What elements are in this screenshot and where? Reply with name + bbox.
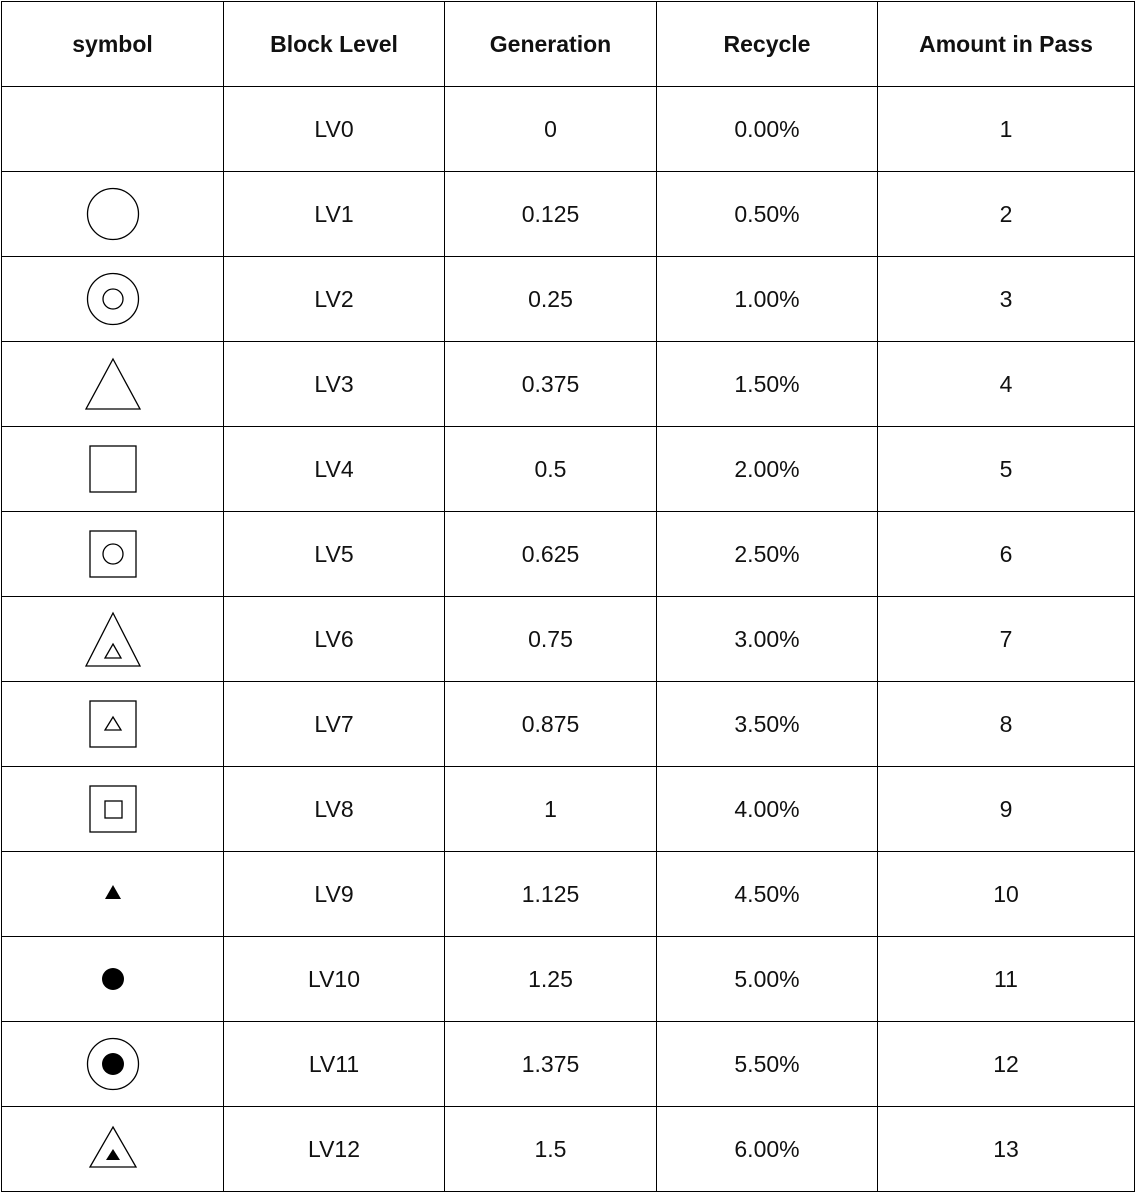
generation-cell: 1.25 (444, 936, 657, 1022)
amount-in-pass-cell: 1 (877, 86, 1135, 172)
header-row: symbol Block Level Generation Recycle Am… (1, 1, 1135, 87)
block-level-cell: LV12 (223, 1106, 445, 1192)
amount-in-pass-cell: 3 (877, 256, 1135, 342)
generation-cell: 0.75 (444, 596, 657, 682)
generation-cell: 0.5 (444, 426, 657, 512)
recycle-cell: 4.50% (656, 851, 878, 937)
amount-in-pass-cell: 11 (877, 936, 1135, 1022)
block-level-cell: LV2 (223, 256, 445, 342)
block-level-cell: LV9 (223, 851, 445, 937)
generation-cell: 0.375 (444, 341, 657, 427)
table-row: LV0 0 0.00% 1 (1, 86, 1135, 172)
block-level-cell: LV11 (223, 1021, 445, 1107)
generation-cell: 1.125 (444, 851, 657, 937)
amount-in-pass-cell: 4 (877, 341, 1135, 427)
symbol-cell (1, 86, 224, 172)
circle-icon (86, 187, 139, 241)
amount-in-pass-cell: 5 (877, 426, 1135, 512)
filled-circle-in-circle-icon (86, 1037, 139, 1091)
table-row: LV12 1.5 6.00% 13 (1, 1106, 1135, 1192)
circle-in-square-icon (88, 530, 137, 578)
recycle-cell: 4.00% (656, 766, 878, 852)
recycle-cell: 3.50% (656, 681, 878, 767)
recycle-cell: 2.00% (656, 426, 878, 512)
recycle-cell: 5.50% (656, 1021, 878, 1107)
triangle-icon (84, 357, 141, 410)
recycle-cell: 5.00% (656, 936, 878, 1022)
header-block-level: Block Level (223, 1, 445, 87)
table-row: LV4 0.5 2.00% 5 (1, 426, 1135, 512)
block-level-cell: LV10 (223, 936, 445, 1022)
table-row: LV2 0.25 1.00% 3 (1, 256, 1135, 342)
generation-cell: 0.875 (444, 681, 657, 767)
table-row: LV1 0.125 0.50% 2 (1, 171, 1135, 257)
block-level-cell: LV5 (223, 511, 445, 597)
triangle-in-square-icon (88, 700, 137, 748)
table-row: LV5 0.625 2.50% 6 (1, 511, 1135, 597)
recycle-cell: 3.00% (656, 596, 878, 682)
header-generation: Generation (444, 1, 657, 87)
symbol-cell (1, 511, 224, 597)
recycle-cell: 1.50% (656, 341, 878, 427)
block-level-cell: LV6 (223, 596, 445, 682)
block-level-cell: LV3 (223, 341, 445, 427)
symbol-cell (1, 936, 224, 1022)
recycle-cell: 1.00% (656, 256, 878, 342)
recycle-cell: 0.00% (656, 86, 878, 172)
amount-in-pass-cell: 6 (877, 511, 1135, 597)
amount-in-pass-cell: 10 (877, 851, 1135, 937)
generation-cell: 0.625 (444, 511, 657, 597)
square-icon (88, 445, 137, 493)
header-recycle: Recycle (656, 1, 878, 87)
table-row: LV3 0.375 1.50% 4 (1, 341, 1135, 427)
generation-cell: 1.375 (444, 1021, 657, 1107)
block-level-cell: LV7 (223, 681, 445, 767)
header-symbol: symbol (1, 1, 224, 87)
symbol-cell (1, 1106, 224, 1192)
amount-in-pass-cell: 7 (877, 596, 1135, 682)
amount-in-pass-cell: 8 (877, 681, 1135, 767)
header-amount-in-pass: Amount in Pass (877, 1, 1135, 87)
symbol-cell (1, 1021, 224, 1107)
generation-cell: 0 (444, 86, 657, 172)
recycle-cell: 0.50% (656, 171, 878, 257)
recycle-cell: 2.50% (656, 511, 878, 597)
table-row: LV9 1.125 4.50% 10 (1, 851, 1135, 937)
filled-triangle-in-triangle-icon (88, 1125, 137, 1168)
filled-triangle-icon (104, 885, 121, 899)
table-row: LV11 1.375 5.50% 12 (1, 1021, 1135, 1107)
triangle-in-triangle-icon (84, 611, 141, 667)
generation-cell: 0.125 (444, 171, 657, 257)
table-row: LV10 1.25 5.00% 11 (1, 936, 1135, 1022)
block-level-cell: LV4 (223, 426, 445, 512)
block-level-cell: LV1 (223, 171, 445, 257)
amount-in-pass-cell: 13 (877, 1106, 1135, 1192)
amount-in-pass-cell: 12 (877, 1021, 1135, 1107)
generation-cell: 0.25 (444, 256, 657, 342)
amount-in-pass-cell: 9 (877, 766, 1135, 852)
symbol-cell (1, 171, 224, 257)
symbol-cell (1, 766, 224, 852)
block-level-cell: LV0 (223, 86, 445, 172)
table-row: LV7 0.875 3.50% 8 (1, 681, 1135, 767)
recycle-cell: 6.00% (656, 1106, 878, 1192)
generation-cell: 1.5 (444, 1106, 657, 1192)
symbol-cell (1, 426, 224, 512)
filled-circle-icon (101, 968, 124, 990)
symbol-cell (1, 341, 224, 427)
generation-cell: 1 (444, 766, 657, 852)
circle-in-circle-icon (86, 272, 139, 326)
table-row: LV6 0.75 3.00% 7 (1, 596, 1135, 682)
symbol-cell (1, 851, 224, 937)
amount-in-pass-cell: 2 (877, 171, 1135, 257)
square-in-square-icon (88, 785, 137, 833)
block-level-cell: LV8 (223, 766, 445, 852)
table-row: LV8 1 4.00% 9 (1, 766, 1135, 852)
symbol-cell (1, 256, 224, 342)
symbol-cell (1, 596, 224, 682)
symbol-cell (1, 681, 224, 767)
